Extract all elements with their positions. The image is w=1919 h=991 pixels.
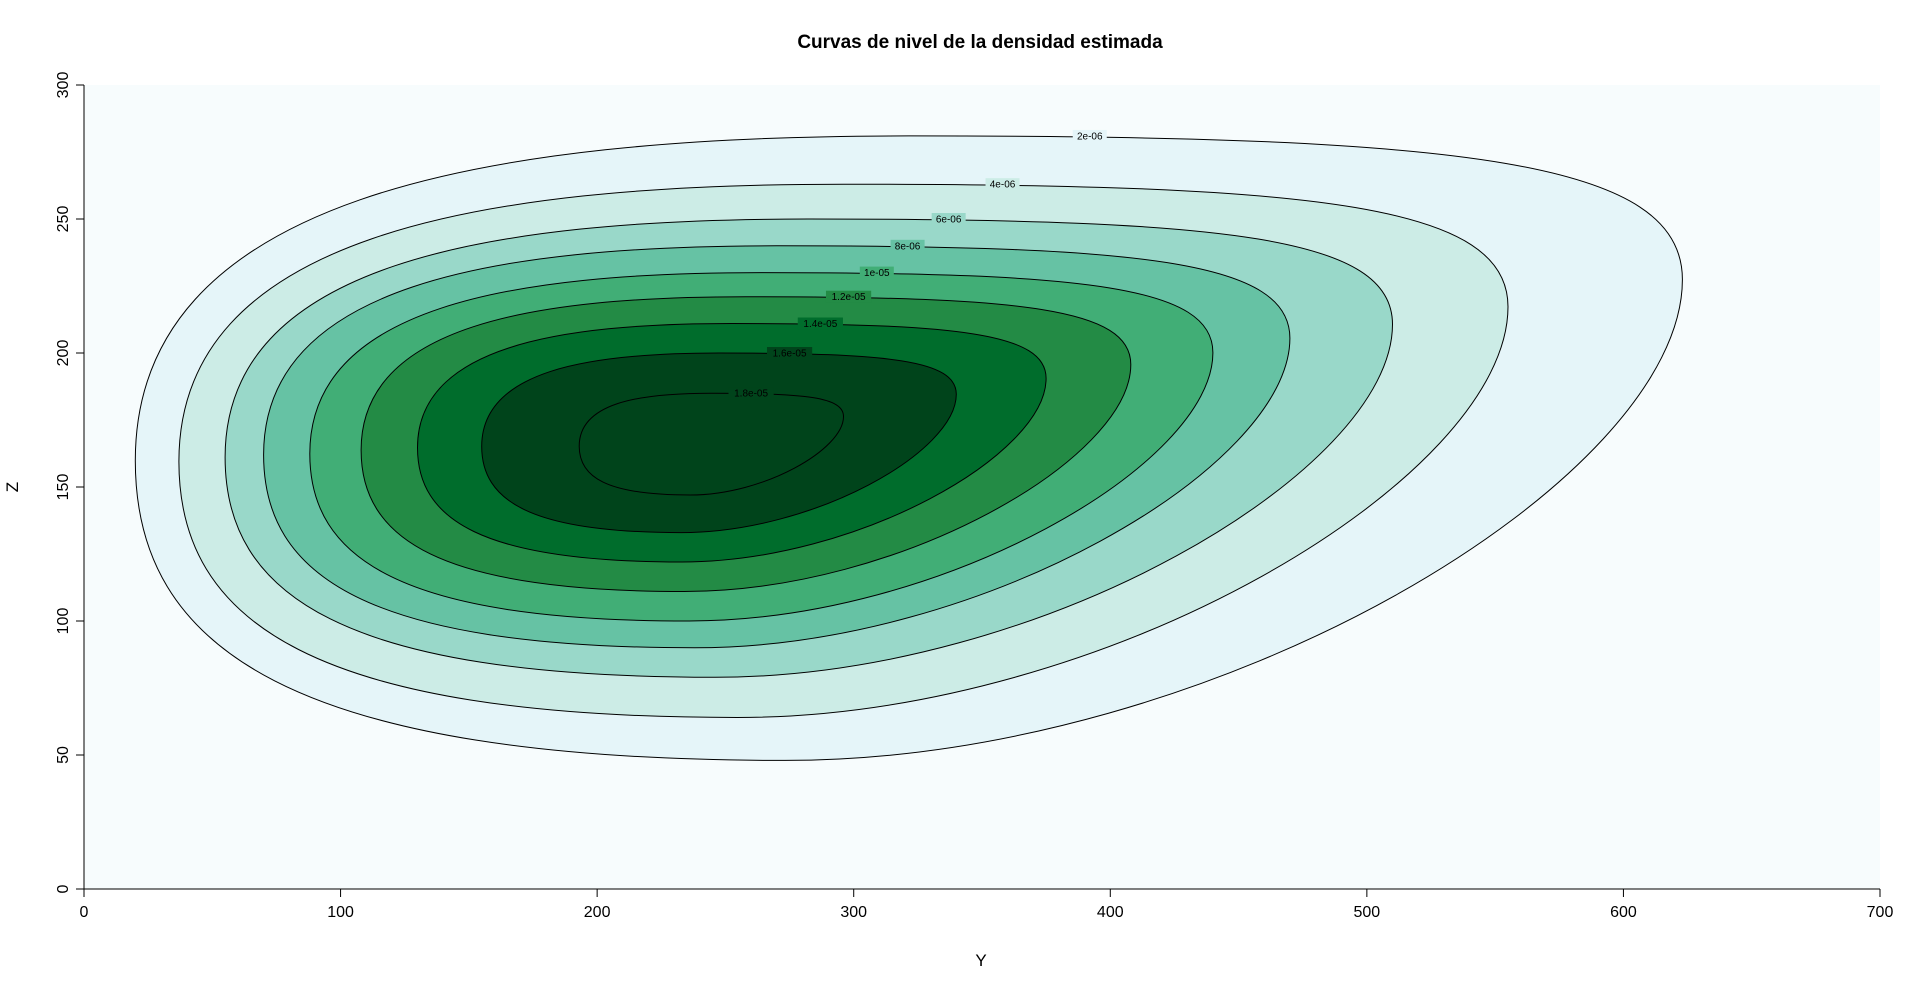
contour-label-7: 1.4e-05 [803,319,837,330]
contour-label-bg-5 [859,266,894,279]
x-tick-label: 100 [327,904,354,921]
x-tick-label: 0 [80,904,89,921]
y-ticks: 0 50 100 150 200 250 300 [55,72,84,893]
contour-label-4: 8e-06 [895,241,921,252]
x-tick-label: 700 [1867,904,1894,921]
x-tick-label: 300 [840,904,867,921]
contour-label-8: 1.6e-05 [773,349,807,360]
x-tick-label: 500 [1354,904,1381,921]
y-tick-label: 50 [55,746,72,764]
y-tick-label: 100 [55,608,72,635]
contour-label-6: 1.2e-05 [832,292,866,303]
contour-label-bg-2 [985,178,1020,191]
contour-label-bg-7 [797,317,843,330]
contour-line-9 [578,392,845,496]
contour-labels: 2e-06 4e-06 6e-06 8e-06 1e-05 1.2e-05 1.4e-05 1… [728,129,1107,400]
chart-title: Curvas de nivel de la densidad estimada [797,32,1163,53]
contour-line-1 [134,135,1683,761]
contour-line-4 [263,245,1291,649]
plot-area [84,85,1880,889]
contour-lines [134,135,1683,761]
contour-line-8 [481,352,957,534]
contour-label-1: 2e-06 [1077,131,1103,142]
x-ticks: 0 100 200 300 400 500 600 700 [80,889,1894,921]
x-tick-label: 400 [1097,904,1124,921]
contour-label-5: 1e-05 [864,268,890,279]
contour-label-9: 1.8e-05 [734,389,768,400]
contour-fill-9 [579,393,844,495]
contour-label-bg-8 [766,347,813,359]
contour-label-bg-9 [728,387,774,400]
contour-line-5 [309,272,1214,622]
y-axis-label: Z [3,482,22,492]
y-tick-label: 200 [55,340,72,367]
contour-line-3 [224,218,1394,678]
y-tick-label: 150 [55,474,72,501]
y-tick-label: 300 [55,72,72,99]
contour-label-3: 6e-06 [936,215,962,226]
contour-label-bg-3 [931,213,966,225]
contour-line-6 [360,296,1132,593]
y-tick-label: 250 [55,206,72,233]
x-axis-label: Y [975,951,986,970]
contour-line-2 [178,183,1509,719]
contour-label-2: 4e-06 [990,180,1016,191]
x-tick-label: 200 [584,904,611,921]
contour-label-bg-4 [890,239,925,252]
y-tick-label: 0 [55,884,72,893]
x-tick-label: 600 [1610,904,1637,921]
contour-line-7 [416,322,1047,563]
contour-label-bg-1 [1072,129,1107,142]
contour-label-bg-6 [825,290,872,303]
